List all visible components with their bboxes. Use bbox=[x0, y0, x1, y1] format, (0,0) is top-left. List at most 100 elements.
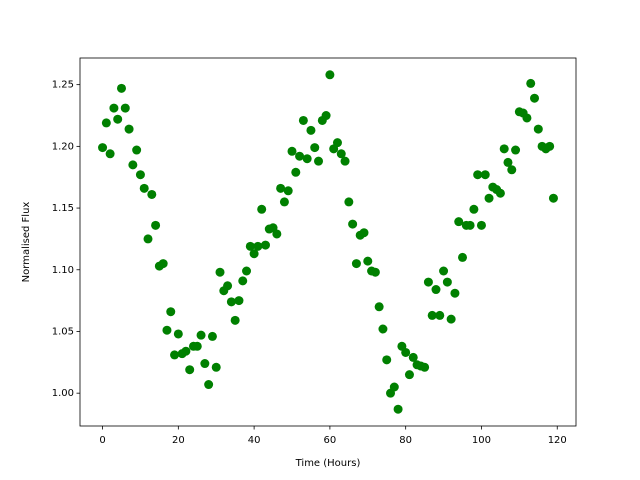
point bbox=[431, 285, 441, 295]
point bbox=[446, 314, 456, 324]
point bbox=[98, 143, 108, 153]
point bbox=[291, 167, 301, 177]
point bbox=[370, 267, 380, 277]
point bbox=[105, 149, 115, 159]
point bbox=[272, 229, 282, 239]
x-tick-label: 20 bbox=[172, 435, 185, 446]
x-axis-label: Time (Hours) bbox=[295, 458, 361, 469]
point bbox=[332, 138, 342, 148]
point bbox=[507, 165, 517, 175]
point bbox=[173, 329, 183, 339]
point bbox=[404, 370, 414, 380]
point bbox=[344, 197, 354, 207]
point bbox=[120, 103, 130, 113]
point bbox=[548, 193, 558, 203]
y-tick-label: 1.15 bbox=[52, 203, 74, 214]
point bbox=[200, 359, 210, 369]
y-tick-label: 1.10 bbox=[52, 265, 74, 276]
point bbox=[162, 325, 172, 335]
point bbox=[279, 197, 289, 207]
point bbox=[363, 256, 373, 266]
point bbox=[420, 362, 430, 372]
point bbox=[522, 113, 532, 123]
point bbox=[223, 281, 233, 291]
point bbox=[469, 204, 479, 214]
point bbox=[503, 157, 513, 167]
point bbox=[196, 330, 206, 340]
point bbox=[298, 115, 308, 125]
point bbox=[181, 346, 191, 356]
point bbox=[427, 310, 437, 320]
point bbox=[401, 347, 411, 357]
point bbox=[435, 310, 445, 320]
point bbox=[495, 188, 505, 198]
point bbox=[450, 288, 460, 298]
x-tick-label: 60 bbox=[324, 435, 337, 446]
point bbox=[511, 145, 521, 155]
point bbox=[132, 145, 142, 155]
point bbox=[234, 296, 244, 306]
point bbox=[389, 382, 399, 392]
point bbox=[215, 267, 225, 277]
point bbox=[393, 404, 403, 414]
point bbox=[473, 170, 483, 180]
point bbox=[359, 228, 369, 238]
point bbox=[101, 118, 111, 128]
point bbox=[476, 220, 486, 230]
y-tick-label: 1.05 bbox=[52, 326, 74, 337]
axes-frame bbox=[79, 57, 577, 427]
point bbox=[113, 114, 123, 124]
point bbox=[109, 103, 119, 113]
y-tick-label: 1.00 bbox=[52, 388, 74, 399]
point bbox=[230, 315, 240, 325]
x-tick-label: 120 bbox=[548, 435, 567, 446]
point bbox=[499, 144, 509, 154]
point bbox=[170, 350, 180, 360]
y-tick-label: 1.25 bbox=[52, 80, 74, 91]
point bbox=[302, 154, 312, 164]
point bbox=[439, 266, 449, 276]
point bbox=[336, 149, 346, 159]
point bbox=[253, 241, 263, 251]
x-tick-label: 100 bbox=[472, 435, 491, 446]
point bbox=[442, 277, 452, 287]
point bbox=[260, 240, 270, 250]
point bbox=[128, 160, 138, 170]
point bbox=[310, 143, 320, 153]
point bbox=[374, 302, 384, 312]
point bbox=[124, 124, 134, 134]
point bbox=[207, 331, 217, 341]
point bbox=[116, 83, 126, 93]
point bbox=[458, 252, 468, 262]
x-tick-label: 40 bbox=[248, 435, 261, 446]
point bbox=[480, 170, 490, 180]
point bbox=[147, 189, 157, 199]
point bbox=[242, 266, 252, 276]
point bbox=[454, 217, 464, 227]
point bbox=[185, 365, 195, 375]
point bbox=[283, 186, 293, 196]
point bbox=[287, 146, 297, 156]
point bbox=[238, 276, 248, 286]
x-tick-label: 0 bbox=[99, 435, 105, 446]
point bbox=[135, 170, 145, 180]
point bbox=[226, 297, 236, 307]
point bbox=[526, 78, 536, 88]
point bbox=[545, 141, 555, 151]
point bbox=[348, 219, 358, 229]
point bbox=[533, 124, 543, 134]
point bbox=[340, 156, 350, 166]
point bbox=[257, 204, 267, 214]
point bbox=[378, 324, 388, 334]
point bbox=[295, 151, 305, 161]
point bbox=[306, 125, 316, 135]
point bbox=[211, 362, 221, 372]
x-tick-label: 80 bbox=[399, 435, 412, 446]
point bbox=[166, 307, 176, 317]
point bbox=[351, 259, 361, 269]
point bbox=[314, 156, 324, 166]
point bbox=[484, 193, 494, 203]
point bbox=[408, 352, 418, 362]
